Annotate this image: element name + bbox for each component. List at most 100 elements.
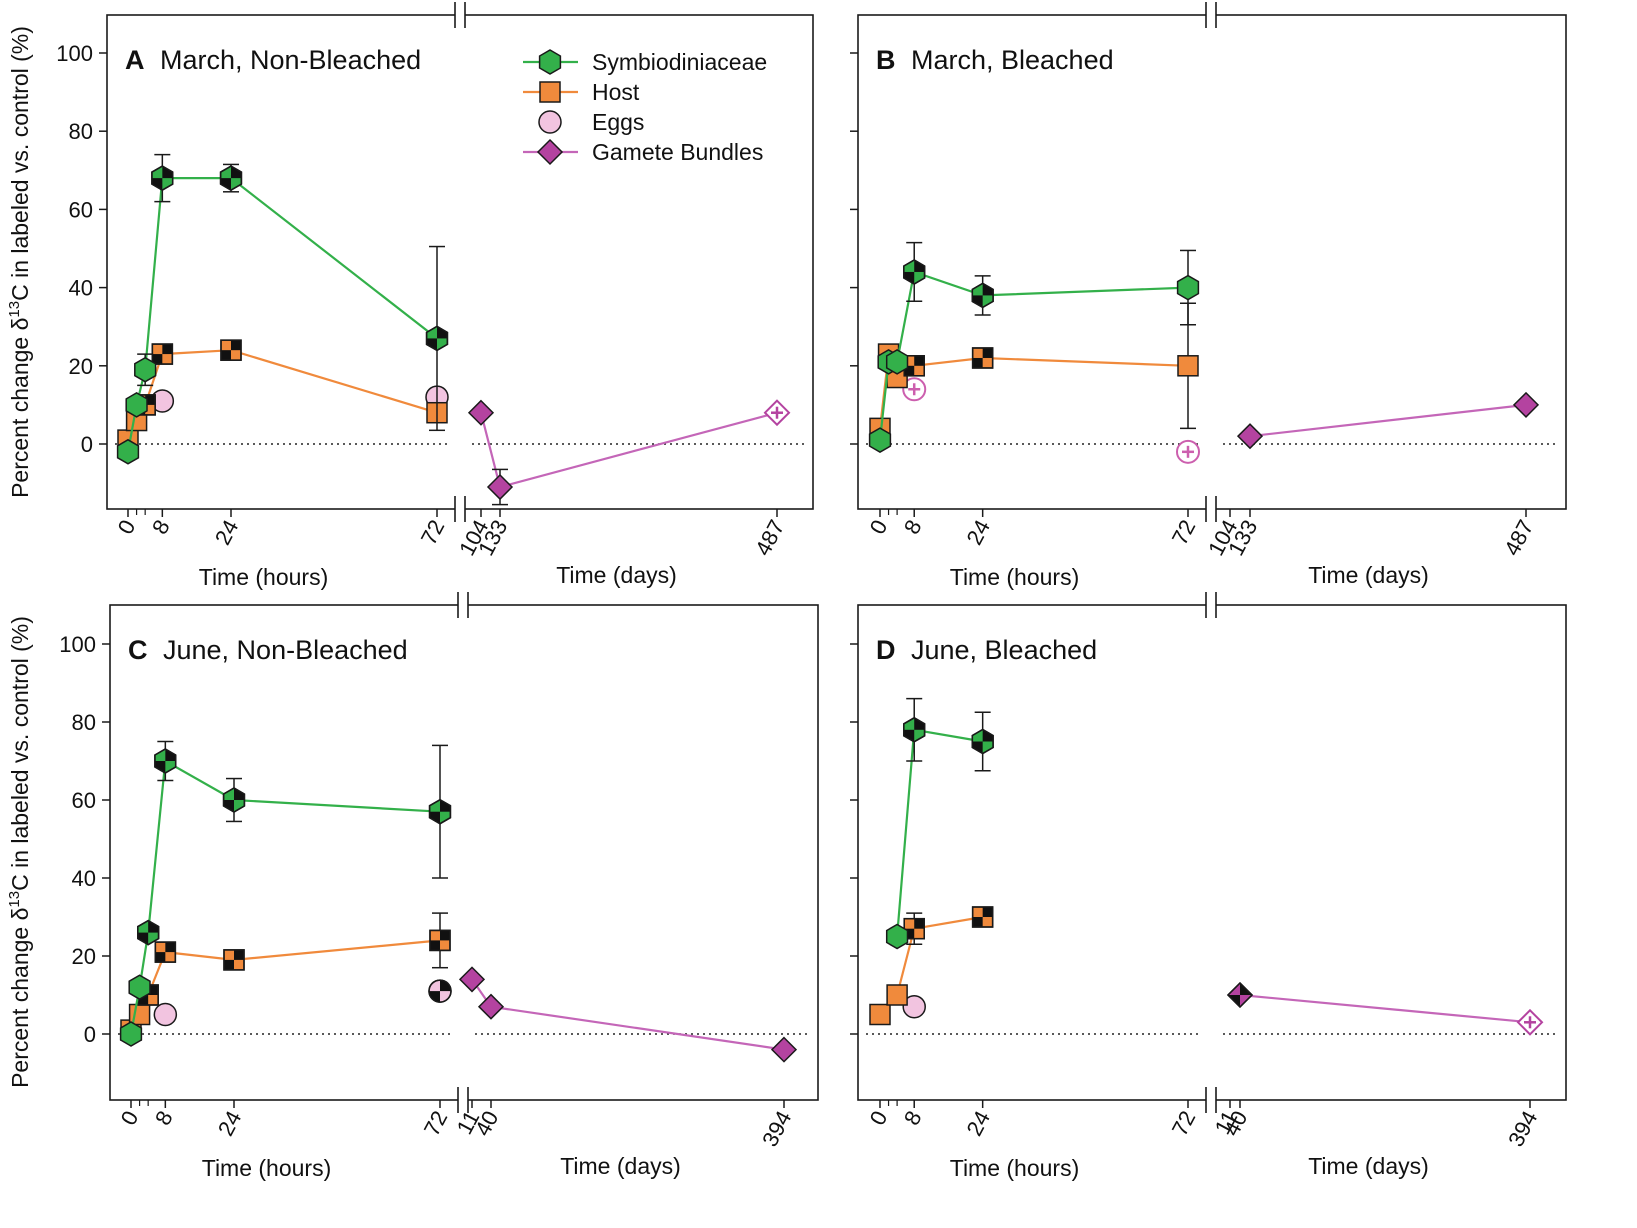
y-axis-label-group: Percent change δ13C in labeled vs. contr… [6, 26, 33, 1088]
data-point-symbiodiniaceae [425, 325, 449, 352]
axis-break-mark [1205, 1086, 1217, 1114]
x-tick-label-hours-text: 24 [210, 516, 244, 549]
panel-letter: C [128, 635, 148, 665]
plot-frame [109, 604, 819, 1101]
y-tick-label: 60 [72, 788, 96, 813]
data-point-host [869, 1003, 891, 1026]
data-point-symbiodiniaceae [428, 798, 452, 825]
x-tick-label-hours: 24 [213, 1107, 247, 1140]
x-tick-label-hours: 72 [419, 1107, 453, 1140]
x-tick-label-days: 487 [750, 516, 789, 560]
y-tick-label: 80 [72, 710, 96, 735]
y-tick-label: 0 [81, 432, 93, 457]
x-axis-title-hours: Time (hours) [202, 1155, 332, 1181]
panel-letter: D [876, 635, 896, 665]
legend-item-gamete-bundles: Gamete Bundles [523, 138, 763, 166]
x-tick-label-hours-text: 72 [419, 1107, 453, 1140]
data-point-host [903, 917, 925, 940]
x-tick-label-hours: 24 [962, 1107, 996, 1140]
series-gamete-bundles [458, 966, 798, 1063]
series-line [126, 177, 438, 452]
y-tick-label: 0 [84, 1022, 96, 1047]
axis-break-mark [457, 591, 469, 619]
data-point-gamete-bundles [1226, 981, 1254, 1009]
series-gamete-bundles [1236, 391, 1540, 450]
legend-label: Symbiodiniaceae [592, 49, 767, 75]
x-tick-label-hours: 72 [1167, 1107, 1201, 1140]
x-tick-label-hours-text: 24 [962, 1107, 996, 1140]
x-tick-label-hours-text: 0 [865, 516, 893, 539]
x-tick-label-hours-text: 72 [1167, 516, 1201, 549]
axis-break-mark [454, 1, 466, 29]
x-tick-label-hours-text: 72 [1167, 1107, 1201, 1140]
x-tick-label-hours: 0 [865, 1107, 893, 1130]
data-point-gamete-bundles [1236, 423, 1264, 450]
axis-break-mark [457, 1086, 469, 1114]
series-symbiodiniaceae [885, 697, 994, 950]
x-tick-label-hours-text: 8 [899, 516, 927, 539]
data-point-symbiodiniaceae [151, 165, 174, 191]
y-axis-title-text: Percent change δ13C in labeled vs. contr… [6, 26, 33, 498]
x-tick-label-hours: 24 [210, 516, 244, 549]
x-tick-label-hours-text: 8 [147, 516, 175, 539]
panel-title: March, Non-Bleached [160, 45, 421, 75]
x-tick-label-hours-text: 0 [865, 1107, 893, 1130]
data-point-eggs [428, 979, 452, 1003]
x-tick-label-hours-text: 24 [962, 516, 996, 549]
x-axis-title-days: Time (days) [1308, 1153, 1429, 1179]
axis-break-mark [454, 495, 466, 523]
data-point-gamete-bundles [770, 1036, 798, 1063]
x-tick-label-days-text: 487 [750, 516, 789, 560]
legend-label: Host [592, 79, 640, 105]
series-line [129, 759, 441, 1035]
x-axis-title-hours: Time (hours) [199, 564, 329, 590]
legend-marker-symbiodiniaceae [538, 49, 562, 75]
data-point-gamete-bundles [477, 993, 505, 1020]
data-point-symbiodiniaceae [154, 748, 177, 774]
x-tick-label-hours: 72 [416, 516, 450, 549]
x-tick-label-days: 394 [1503, 1107, 1542, 1151]
series-line [878, 353, 1189, 429]
panel-letter: B [876, 45, 896, 75]
panel-title: June, Bleached [911, 635, 1097, 665]
y-tick-label: 20 [72, 944, 96, 969]
x-tick-label-days: 394 [757, 1107, 796, 1151]
x-tick-label-hours: 24 [962, 516, 996, 549]
data-point-symbiodiniaceae [222, 787, 246, 813]
x-axis-title-days: Time (days) [1308, 562, 1429, 588]
series-eggs [153, 979, 452, 1027]
data-point-host [220, 339, 242, 361]
series-host [869, 302, 1199, 440]
x-tick-label-hours: 0 [865, 516, 893, 539]
legend-item-eggs: Eggs [538, 109, 644, 135]
y-tick-label: 20 [69, 354, 93, 379]
series-eggs [902, 994, 926, 1019]
data-point-symbiodiniaceae [971, 282, 994, 309]
data-point-gamete-bundles [1512, 391, 1540, 418]
x-axis-title-days: Time (days) [556, 562, 677, 588]
data-point-host [223, 949, 245, 971]
data-point-gamete-bundles [467, 399, 495, 426]
data-point-symbiodiniaceae [868, 427, 892, 453]
series-line [1249, 403, 1527, 438]
y-tick-label: 80 [69, 119, 93, 144]
legend-label: Eggs [592, 109, 644, 135]
axis-break-mark [1205, 1, 1217, 29]
series-line [130, 939, 441, 1031]
series-symbiodiniaceae [119, 740, 452, 1047]
x-tick-label-hours-text: 8 [150, 1107, 178, 1130]
y-tick-label: 40 [72, 866, 96, 891]
data-point-symbiodiniaceae [134, 356, 157, 383]
x-axis-title-hours: Time (hours) [950, 1155, 1080, 1181]
x-tick-label-hours: 8 [150, 1107, 178, 1130]
series-symbiodiniaceae [116, 153, 449, 465]
data-point-symbiodiniaceae [219, 165, 243, 191]
data-point-host [971, 347, 994, 369]
y-axis-title: Percent change δ13C in labeled vs. contr… [6, 26, 33, 498]
data-point-symbiodiniaceae [885, 923, 909, 950]
data-point-symbiodiniaceae [885, 349, 909, 375]
